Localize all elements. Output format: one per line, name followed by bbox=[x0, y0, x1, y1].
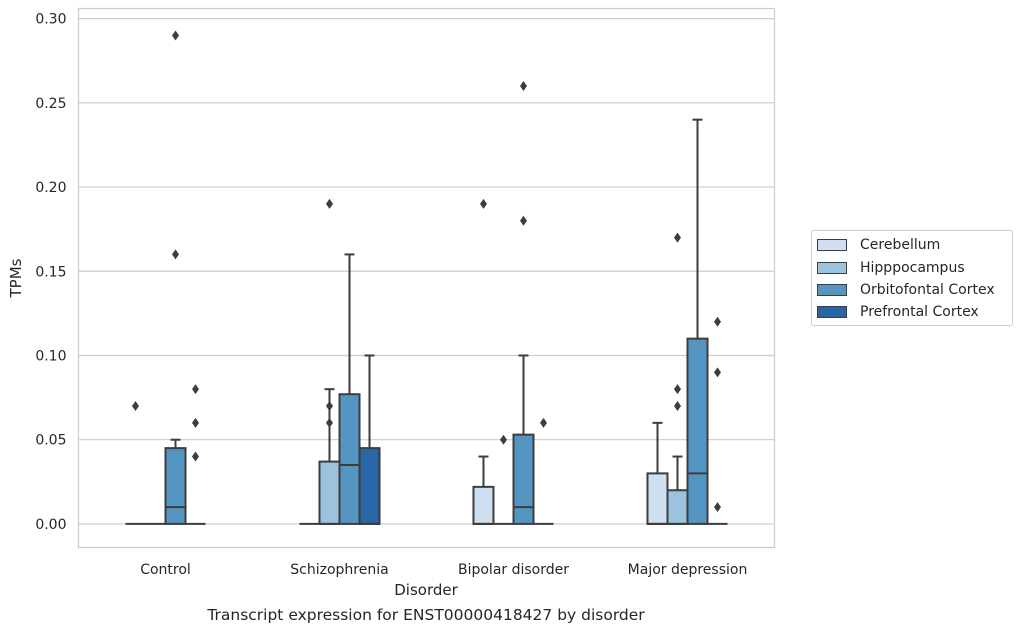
y-tick-label: 0.10 bbox=[35, 348, 66, 364]
y-tick-labels: 0.00 0.05 0.10 0.15 0.20 0.25 0.30 bbox=[35, 12, 66, 533]
box-orbitofontal-cortex-schizophrenia bbox=[338, 253, 361, 525]
box-orbitofontal-cortex-major-depression bbox=[686, 118, 709, 525]
y-tick-label: 0.00 bbox=[35, 517, 66, 533]
outlier-point bbox=[325, 417, 333, 428]
plot-frame bbox=[77, 7, 776, 549]
boxes bbox=[125, 30, 728, 525]
legend-label-prefrontal-cortex: Prefrontal Cortex bbox=[860, 304, 979, 320]
legend-item-orbitofrontal-cortex: Orbitofontal Cortex bbox=[817, 280, 995, 300]
outlier-point bbox=[714, 316, 722, 327]
box-body bbox=[164, 447, 187, 525]
box-cerebellum-bipolar-disorder bbox=[472, 198, 495, 525]
box-hipppocampus-bipolar-disorder bbox=[493, 434, 514, 525]
outlier-point bbox=[714, 502, 722, 513]
y-tick-label: 0.30 bbox=[35, 12, 66, 28]
x-axis-label: Disorder bbox=[394, 581, 458, 599]
box-body bbox=[358, 447, 381, 525]
box-cerebellum-major-depression bbox=[646, 421, 669, 525]
outlier-point bbox=[673, 232, 681, 243]
x-tick-labels: Control Schizophrenia Bipolar disorder Majo… bbox=[140, 562, 747, 578]
outlier-point bbox=[172, 249, 180, 260]
legend-swatch-hippocampus bbox=[817, 262, 847, 274]
legend-item-cerebellum: Cerebellum bbox=[817, 235, 940, 255]
box-body bbox=[512, 433, 535, 525]
box-hipppocampus-schizophrenia bbox=[318, 198, 341, 525]
legend-swatch-cerebellum bbox=[817, 239, 847, 251]
outlier-point bbox=[325, 198, 333, 209]
legend-swatch-orbitofrontal-cortex bbox=[817, 284, 847, 296]
x-tick-label: Control bbox=[140, 562, 191, 578]
outlier-point bbox=[192, 417, 200, 428]
outlier-point bbox=[714, 367, 722, 378]
box-prefrontal-cortex-schizophrenia bbox=[358, 354, 381, 525]
y-axis-label: TPMs bbox=[7, 258, 25, 298]
legend-label-orbitofrontal-cortex: Orbitofontal Cortex bbox=[860, 282, 995, 298]
x-tick-label: Bipolar disorder bbox=[458, 562, 569, 578]
box-orbitofontal-cortex-control bbox=[164, 30, 187, 525]
legend-swatch-prefrontal-cortex bbox=[817, 306, 847, 318]
box-prefrontal-cortex-control bbox=[185, 384, 206, 525]
x-tick-label: Major depression bbox=[628, 562, 748, 578]
box-body bbox=[338, 393, 361, 525]
outlier-point bbox=[131, 401, 139, 412]
legend: Cerebellum Hipppocampus Orbitofontal Cor… bbox=[811, 230, 1013, 326]
outlier-point bbox=[673, 384, 681, 395]
box-body bbox=[318, 460, 341, 525]
grid-lines bbox=[78, 18, 775, 525]
box-prefrontal-cortex-bipolar-disorder bbox=[533, 417, 554, 525]
outlier-point bbox=[479, 198, 487, 209]
legend-label-cerebellum: Cerebellum bbox=[860, 237, 941, 253]
legend-item-prefrontal-cortex: Prefrontal Cortex bbox=[817, 302, 979, 322]
y-tick-label: 0.15 bbox=[35, 264, 66, 280]
box-body bbox=[686, 337, 709, 525]
box-body bbox=[646, 472, 669, 525]
box-body bbox=[666, 489, 689, 525]
outlier-point bbox=[325, 401, 333, 412]
outlier-point bbox=[520, 80, 528, 91]
y-tick-label: 0.05 bbox=[35, 433, 66, 449]
legend-item-hippocampus: Hipppocampus bbox=[817, 258, 965, 278]
outlier-point bbox=[520, 215, 528, 226]
outlier-point bbox=[192, 451, 200, 462]
y-tick-label: 0.20 bbox=[35, 180, 66, 196]
x-tick-label: Schizophrenia bbox=[290, 562, 388, 578]
box-prefrontal-cortex-major-depression bbox=[707, 316, 728, 525]
box-hipppocampus-major-depression bbox=[666, 232, 689, 525]
outlier-point bbox=[540, 417, 548, 428]
outlier-point bbox=[499, 434, 507, 445]
box-body bbox=[472, 485, 495, 525]
y-tick-label: 0.25 bbox=[35, 96, 66, 112]
box-orbitofontal-cortex-bipolar-disorder bbox=[512, 80, 535, 525]
legend-label-hippocampus: Hipppocampus bbox=[860, 260, 965, 276]
outlier-point bbox=[673, 401, 681, 412]
box-cerebellum-control bbox=[125, 401, 146, 525]
figure-caption: Transcript expression for ENST0000041842… bbox=[207, 606, 645, 624]
outlier-point bbox=[192, 384, 200, 395]
outlier-point bbox=[172, 30, 180, 41]
